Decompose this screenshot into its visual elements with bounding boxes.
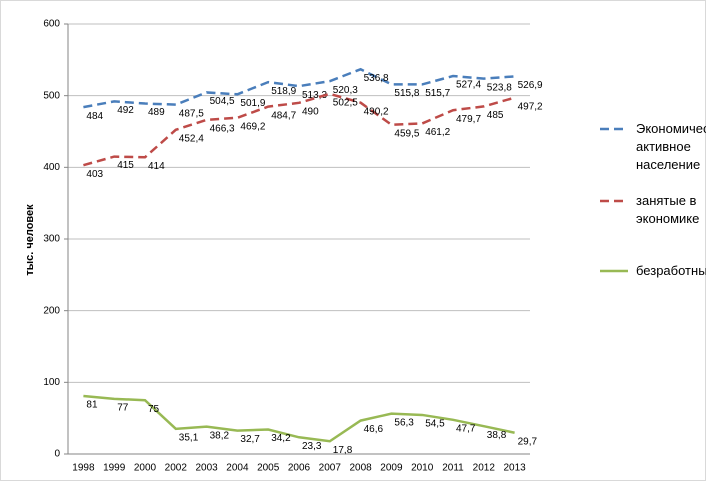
x-tick-label: 2012 bbox=[473, 463, 496, 474]
y-tick-label: 200 bbox=[43, 305, 60, 316]
data-label: 490 bbox=[302, 106, 319, 117]
data-label: 466,3 bbox=[210, 123, 235, 134]
y-tick-label: 600 bbox=[43, 19, 60, 30]
x-tick-label: 2003 bbox=[195, 463, 218, 474]
data-label: 77 bbox=[117, 402, 129, 413]
data-label: 75 bbox=[148, 404, 160, 415]
data-label: 34,2 bbox=[271, 433, 291, 444]
x-tick-label: 2002 bbox=[165, 463, 188, 474]
legend-item: занятые в экономике bbox=[600, 192, 706, 228]
data-label: 536,8 bbox=[364, 73, 389, 84]
data-label: 54,5 bbox=[425, 419, 445, 430]
legend-swatch bbox=[600, 269, 628, 273]
y-tick-label: 500 bbox=[43, 90, 60, 101]
data-label: 56,3 bbox=[394, 417, 414, 428]
legend-item: безработные bbox=[600, 262, 706, 280]
data-label: 515,8 bbox=[394, 88, 419, 99]
data-label: 504,5 bbox=[210, 96, 235, 107]
data-label: 414 bbox=[148, 161, 165, 172]
x-tick-label: 2005 bbox=[257, 463, 280, 474]
data-label: 415 bbox=[117, 160, 134, 171]
data-label: 518,9 bbox=[271, 86, 296, 97]
legend-swatch bbox=[600, 199, 628, 203]
y-tick-label: 300 bbox=[43, 234, 60, 245]
data-label: 479,7 bbox=[456, 114, 481, 125]
y-tick-label: 100 bbox=[43, 377, 60, 388]
legend-label: Экономически активное население bbox=[636, 121, 706, 172]
x-tick-label: 2008 bbox=[349, 463, 372, 474]
data-label: 527,4 bbox=[456, 80, 481, 91]
data-label: 501,9 bbox=[240, 98, 265, 109]
data-label: 520,3 bbox=[333, 85, 358, 96]
data-label: 17,8 bbox=[333, 445, 353, 456]
data-label: 459,5 bbox=[394, 128, 419, 139]
x-tick-label: 2013 bbox=[503, 463, 526, 474]
data-label: 35,1 bbox=[179, 432, 199, 443]
data-label: 513,3 bbox=[302, 90, 327, 101]
y-tick-label: 400 bbox=[43, 162, 60, 173]
x-tick-label: 2011 bbox=[442, 463, 464, 474]
legend-item: Экономически активное население bbox=[600, 120, 706, 174]
data-label: 403 bbox=[86, 169, 103, 180]
data-label: 452,4 bbox=[179, 133, 204, 144]
x-tick-label: 2000 bbox=[134, 463, 157, 474]
data-label: 485 bbox=[487, 110, 504, 121]
x-tick-label: 2010 bbox=[411, 463, 434, 474]
series-line bbox=[83, 394, 515, 443]
x-tick-label: 2004 bbox=[226, 463, 249, 474]
data-label: 32,7 bbox=[240, 434, 260, 445]
data-label: 23,3 bbox=[302, 441, 322, 452]
data-label: 484,7 bbox=[271, 110, 296, 121]
data-label: 523,8 bbox=[487, 82, 512, 93]
data-label: 526,9 bbox=[518, 80, 543, 91]
data-label: 469,2 bbox=[240, 121, 265, 132]
data-label: 489 bbox=[148, 107, 165, 118]
data-label: 490,2 bbox=[364, 106, 389, 117]
data-label: 515,7 bbox=[425, 88, 450, 99]
data-label: 46,6 bbox=[364, 424, 384, 435]
legend-swatch bbox=[600, 127, 628, 131]
x-tick-label: 2007 bbox=[319, 463, 342, 474]
data-label: 461,2 bbox=[425, 127, 450, 138]
series-line bbox=[83, 92, 515, 167]
legend-label: безработные bbox=[636, 263, 706, 278]
data-label: 81 bbox=[86, 400, 98, 411]
y-tick-label: 0 bbox=[54, 449, 60, 460]
legend-label: занятые в экономике bbox=[636, 193, 700, 226]
data-label: 29,7 bbox=[518, 436, 538, 447]
data-label: 502,5 bbox=[333, 98, 358, 109]
data-label: 487,5 bbox=[179, 108, 204, 119]
data-label: 492 bbox=[117, 105, 134, 116]
data-label: 484 bbox=[86, 111, 103, 122]
x-tick-label: 2006 bbox=[288, 463, 311, 474]
y-axis-label: тыс. человек bbox=[24, 204, 36, 276]
x-tick-label: 1998 bbox=[72, 463, 95, 474]
data-label: 38,2 bbox=[210, 430, 230, 441]
data-label: 38,8 bbox=[487, 430, 507, 441]
data-label: 497,2 bbox=[518, 101, 543, 112]
x-tick-label: 2009 bbox=[380, 463, 403, 474]
series-line bbox=[83, 67, 515, 109]
x-tick-label: 1999 bbox=[103, 463, 126, 474]
data-label: 47,7 bbox=[456, 423, 476, 434]
